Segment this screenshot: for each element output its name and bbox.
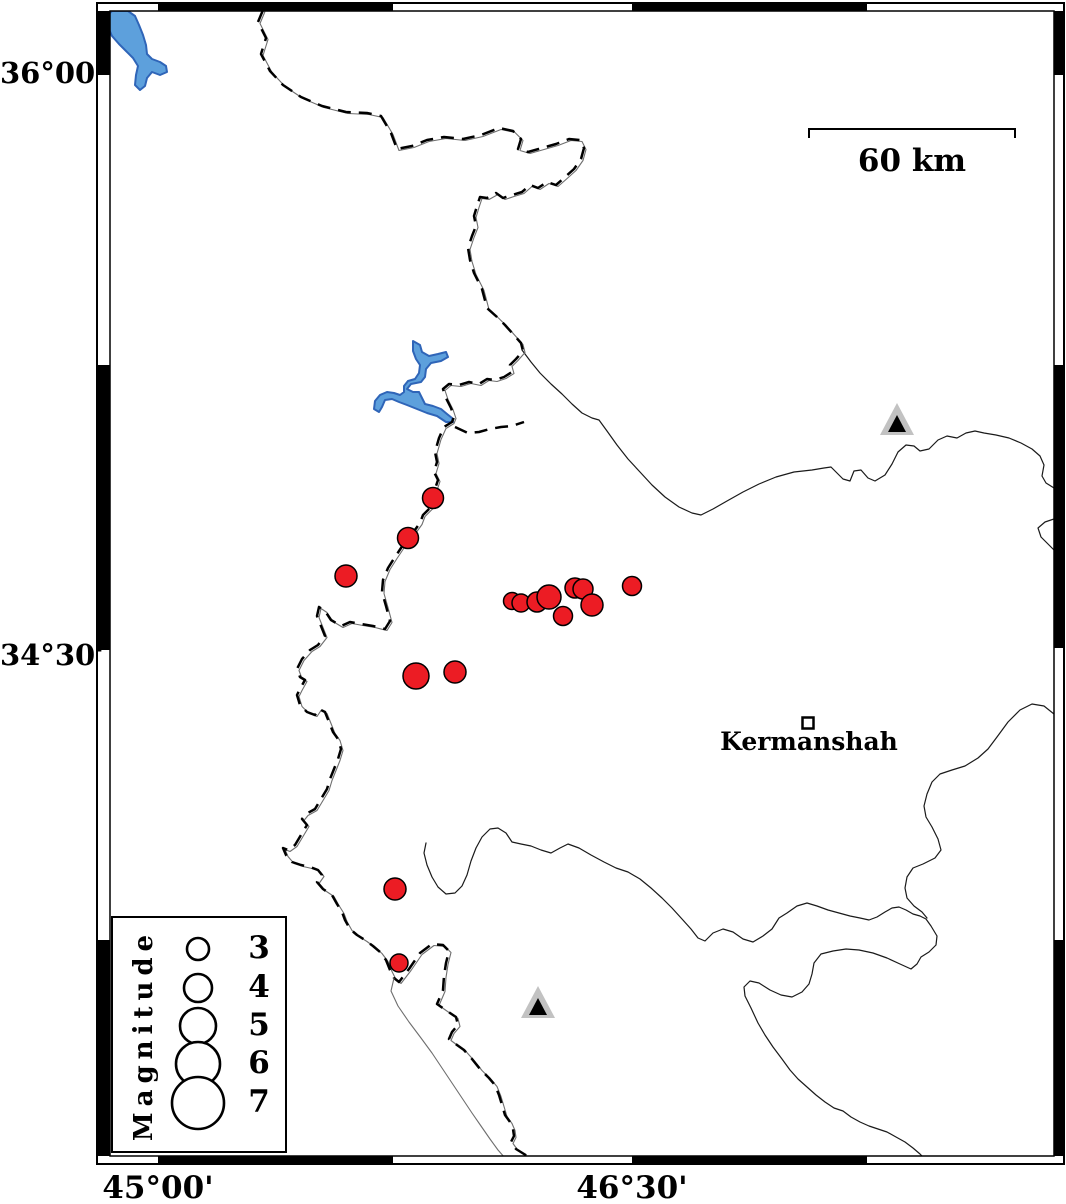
earthquake-epicenter xyxy=(396,526,420,550)
legend-magnitude-value: 3 xyxy=(248,930,270,966)
scale-bar xyxy=(808,128,1016,138)
earthquake-epicenters-group xyxy=(334,486,643,973)
earthquake-epicenter xyxy=(580,593,604,617)
scale-bar-label: 60 km xyxy=(857,143,967,179)
seismic-station-triangle-core xyxy=(888,415,906,432)
legend-magnitude-circle xyxy=(185,936,211,962)
earthquake-epicenter xyxy=(334,564,358,588)
lat-label-34-30: 34°30' xyxy=(0,638,105,672)
earthquake-epicenter xyxy=(552,605,574,627)
earthquake-epicenter xyxy=(443,660,467,684)
seismic-stations-group xyxy=(521,403,914,1018)
lake-middle xyxy=(373,340,454,423)
legend-magnitude-circle xyxy=(170,1075,226,1131)
map-geography-layer xyxy=(110,11,1054,1156)
earthquake-epicenter xyxy=(621,575,643,597)
lon-label-46-30: 46°30' xyxy=(576,1170,688,1204)
legend-magnitude-value: 6 xyxy=(248,1045,270,1081)
legend-title: Magnitude xyxy=(129,928,159,1142)
magnitude-legend xyxy=(111,916,287,1153)
seismic-station-triangle-core xyxy=(529,998,547,1015)
legend-magnitude-circle xyxy=(178,1006,218,1046)
legend-magnitude-value: 4 xyxy=(248,969,270,1005)
earthquake-epicenter xyxy=(421,486,445,510)
map-frame xyxy=(96,2,1065,1165)
earthquake-epicenter xyxy=(383,877,407,901)
legend-circles-group xyxy=(170,936,226,1131)
earthquake-epicenter xyxy=(389,953,409,973)
lat-label-36-00: 36°00' xyxy=(0,56,105,90)
lake-northwest xyxy=(110,11,168,91)
border-branch-dashed xyxy=(454,420,525,435)
legend-magnitude-value: 5 xyxy=(248,1007,270,1043)
river-lines xyxy=(423,349,1054,1156)
lon-label-45-00: 45°00' xyxy=(102,1170,214,1204)
city-label: Kermanshah xyxy=(720,727,898,756)
legend-magnitude-circle xyxy=(182,972,214,1004)
international-border-dashed xyxy=(256,11,586,1156)
border-lowland-solid xyxy=(390,977,504,1156)
earthquake-epicenter xyxy=(402,662,430,690)
legend-magnitude-value: 7 xyxy=(248,1084,270,1120)
city-square-marker xyxy=(801,716,815,730)
earthquake-epicenter xyxy=(536,584,562,610)
